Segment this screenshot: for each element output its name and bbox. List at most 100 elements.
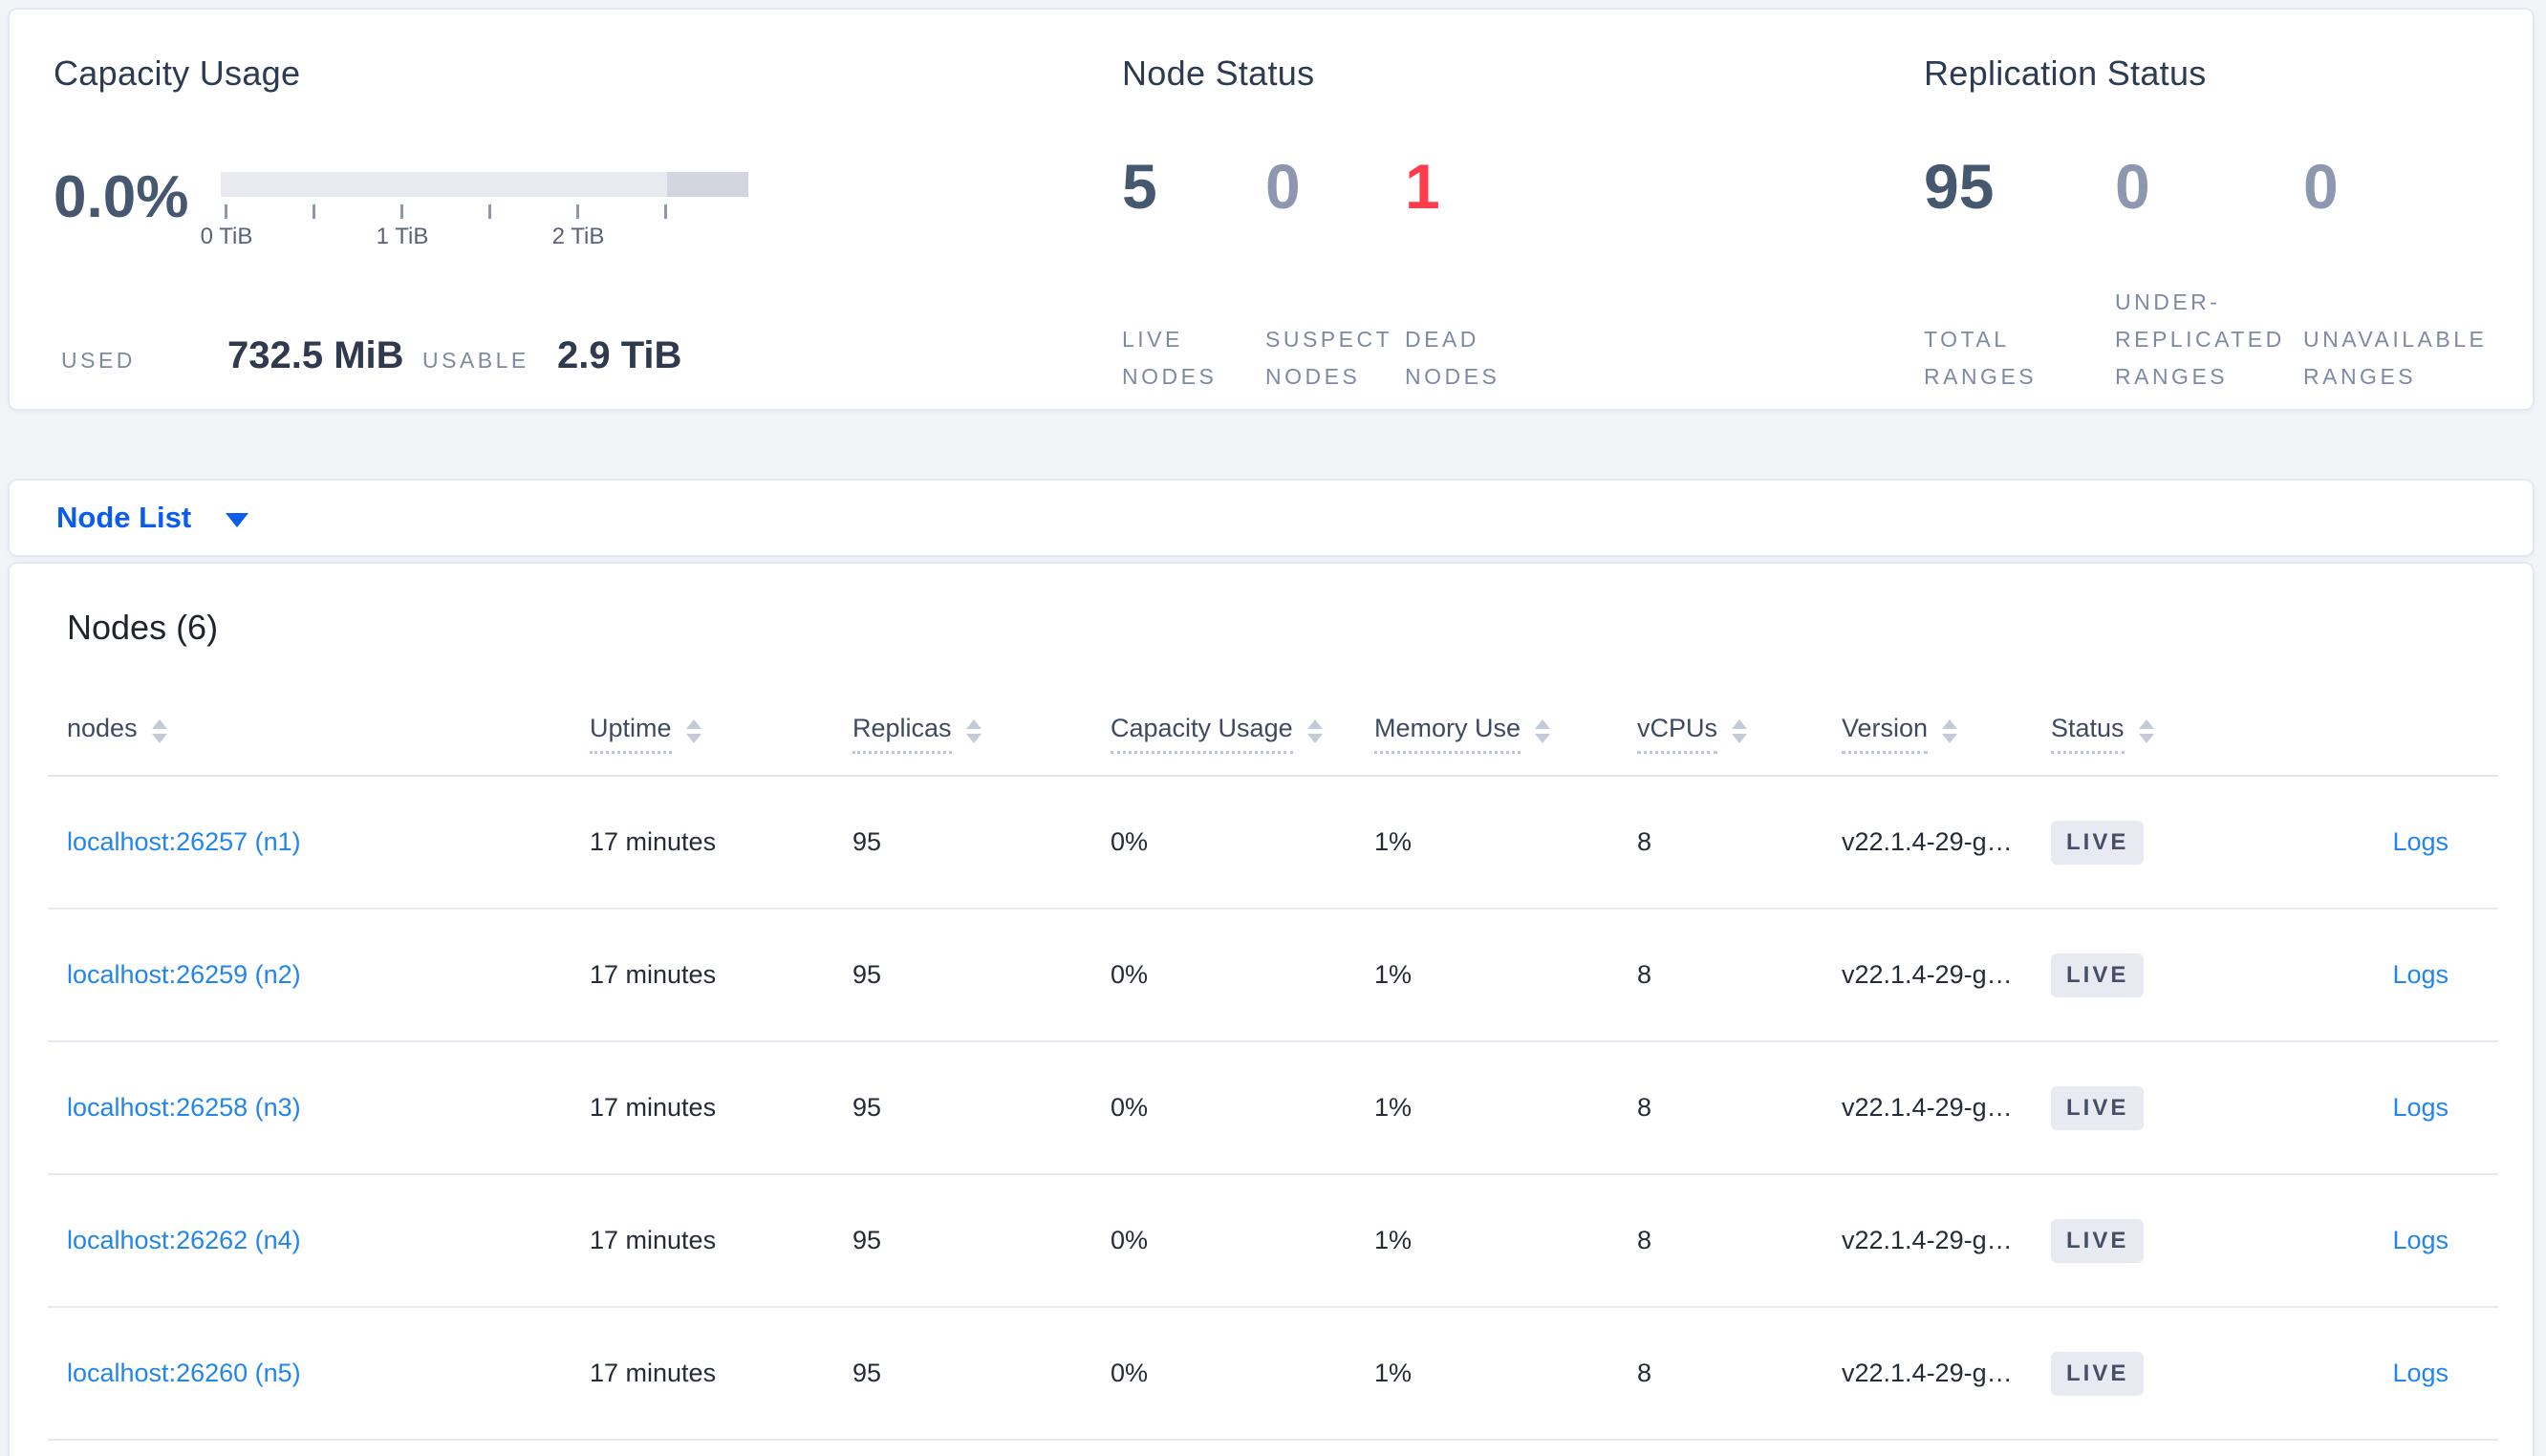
column-header-status[interactable]: Status	[2051, 714, 2154, 754]
capacity-usage-title: Capacity Usage	[54, 54, 301, 93]
column-header-replicas[interactable]: Replicas	[852, 714, 982, 754]
table-row: localhost:26258 (n3) 17 minutes 95 0% 1%…	[48, 1041, 2498, 1175]
column-header-nodes[interactable]: nodes	[67, 714, 167, 754]
sort-icon[interactable]	[2138, 718, 2154, 743]
node-link[interactable]: localhost:26257 (n1)	[67, 827, 301, 856]
node-status-stats: 5 LIVE NODES 0 SUSPECT NODES 1 DEAD NODE…	[1122, 155, 1548, 396]
vcpus-cell: 8	[1637, 909, 1842, 1042]
logs-link[interactable]: Logs	[2392, 1093, 2449, 1122]
total-ranges-value: 95	[1924, 151, 1995, 222]
capacity-usage-cell: 0%	[1111, 1174, 1374, 1308]
capacity-usage-panel: Capacity Usage 0.0% 0 TiB 1 TiB 2 TiB US…	[54, 10, 1057, 409]
nodes-table: nodes Uptime Replicas Capacity Usage Mem…	[48, 680, 2498, 1441]
version-cell: v22.1.4-29-g…	[1842, 1174, 2051, 1308]
column-header-vcpus[interactable]: vCPUs	[1637, 714, 1748, 754]
node-link[interactable]: localhost:26258 (n3)	[67, 1093, 301, 1122]
node-link[interactable]: localhost:26262 (n4)	[67, 1226, 301, 1254]
capacity-usage-cell: 0%	[1111, 1041, 1374, 1175]
logs-link[interactable]: Logs	[2392, 960, 2449, 989]
replicas-cell: 95	[852, 776, 1111, 910]
logs-link[interactable]: Logs	[2392, 827, 2449, 856]
node-cell: localhost:26260 (n5)	[48, 1307, 590, 1441]
status-badge: LIVE	[2051, 820, 2145, 865]
summary-card: Capacity Usage 0.0% 0 TiB 1 TiB 2 TiB US…	[8, 8, 2535, 411]
table-row: localhost:26260 (n5) 17 minutes 95 0% 1%…	[48, 1307, 2498, 1441]
memory-use-cell: 1%	[1374, 1041, 1637, 1175]
logs-link[interactable]: Logs	[2392, 1226, 2449, 1254]
nodes-table-body: localhost:26257 (n1) 17 minutes 95 0% 1%…	[48, 776, 2498, 1441]
nodes-table-card: Nodes (6) nodes Uptime Replicas Capacity…	[8, 562, 2535, 1456]
replicas-cell: 95	[852, 1174, 1111, 1308]
uptime-cell: 17 minutes	[590, 1041, 852, 1175]
node-link[interactable]: localhost:26259 (n2)	[67, 960, 301, 989]
capacity-bar-reserved-segment	[667, 172, 748, 197]
status-badge: LIVE	[2051, 1085, 2145, 1130]
axis-tick	[576, 204, 579, 219]
capacity-usage-cell: 0%	[1111, 909, 1374, 1042]
column-header-capacity-usage[interactable]: Capacity Usage	[1111, 714, 1323, 754]
sort-icon[interactable]	[1535, 718, 1551, 743]
capacity-bar-track	[221, 172, 748, 197]
sort-icon[interactable]	[151, 718, 167, 743]
node-cell: localhost:26257 (n1)	[48, 776, 590, 910]
dead-nodes-value: 1	[1405, 151, 1440, 222]
axis-tick-label: 0 TiB	[200, 224, 253, 249]
memory-use-cell: 1%	[1374, 909, 1637, 1042]
status-badge: LIVE	[2051, 1218, 2145, 1263]
version-cell: v22.1.4-29-g…	[1842, 1041, 2051, 1175]
memory-use-cell: 1%	[1374, 1174, 1637, 1308]
status-cell: LIVE	[2051, 1307, 2252, 1441]
axis-tick-label: 1 TiB	[376, 224, 429, 249]
column-header-uptime[interactable]: Uptime	[590, 714, 701, 754]
uptime-cell: 17 minutes	[590, 909, 852, 1042]
under-replicated-ranges-label: UNDER-REPLICATED RANGES	[2115, 289, 2285, 389]
status-badge: LIVE	[2051, 953, 2145, 997]
replication-status-stats: 95 TOTAL RANGES 0 UNDER-REPLICATED RANGE…	[1924, 155, 2494, 396]
capacity-usage-cell: 0%	[1111, 776, 1374, 910]
column-header-version[interactable]: Version	[1842, 714, 1958, 754]
sort-icon[interactable]	[685, 718, 701, 743]
vcpus-cell: 8	[1637, 1041, 1842, 1175]
column-header-logs	[2252, 680, 2498, 777]
status-cell: LIVE	[2051, 909, 2252, 1042]
sort-icon[interactable]	[1306, 718, 1323, 743]
sort-icon[interactable]	[965, 718, 982, 743]
status-badge: LIVE	[2051, 1351, 2145, 1396]
status-cell: LIVE	[2051, 1041, 2252, 1175]
replicas-cell: 95	[852, 1307, 1111, 1441]
unavailable-ranges-stat: 0 UNAVAILABLE RANGES	[2303, 155, 2494, 396]
column-header-memory-use[interactable]: Memory Use	[1374, 714, 1551, 754]
version-cell: v22.1.4-29-g…	[1842, 909, 2051, 1042]
live-nodes-label: LIVE NODES	[1122, 326, 1218, 389]
vcpus-cell: 8	[1637, 1174, 1842, 1308]
node-list-dropdown-label: Node List	[56, 501, 192, 534]
capacity-percent: 0.0%	[54, 163, 189, 230]
logs-link[interactable]: Logs	[2392, 1359, 2449, 1387]
uptime-cell: 17 minutes	[590, 776, 852, 910]
sort-icon[interactable]	[1732, 718, 1748, 743]
sort-icon[interactable]	[1942, 718, 1958, 743]
node-link[interactable]: localhost:26260 (n5)	[67, 1359, 301, 1387]
dead-nodes-label: DEAD NODES	[1405, 326, 1500, 389]
replicas-cell: 95	[852, 909, 1111, 1042]
replicas-cell: 95	[852, 1041, 1111, 1175]
node-status-title: Node Status	[1122, 54, 1315, 93]
live-nodes-stat: 5 LIVE NODES	[1122, 155, 1265, 396]
unavailable-ranges-value: 0	[2303, 151, 2339, 222]
vcpus-cell: 8	[1637, 776, 1842, 910]
view-selector-bar: Node List	[8, 479, 2535, 557]
table-header-row: nodes Uptime Replicas Capacity Usage Mem…	[48, 680, 2498, 777]
replication-status-panel: Replication Status 95 TOTAL RANGES 0 UND…	[1924, 10, 2535, 409]
logs-cell: Logs	[2252, 776, 2498, 910]
used-value: 732.5 MiB	[227, 334, 404, 376]
total-ranges-stat: 95 TOTAL RANGES	[1924, 155, 2115, 396]
node-list-dropdown[interactable]: Node List	[56, 501, 249, 535]
status-cell: LIVE	[2051, 776, 2252, 910]
logs-cell: Logs	[2252, 1041, 2498, 1175]
logs-cell: Logs	[2252, 1307, 2498, 1441]
suspect-nodes-label: SUSPECT NODES	[1265, 326, 1392, 389]
axis-tick	[313, 204, 315, 219]
suspect-nodes-value: 0	[1265, 151, 1301, 222]
capacity-used-usable-row: USED 732.5 MiB USABLE 2.9 TiB	[61, 334, 681, 377]
